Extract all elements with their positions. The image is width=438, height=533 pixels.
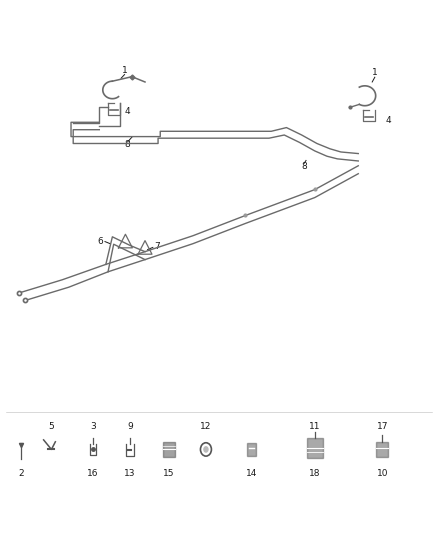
Text: 9: 9 [127, 422, 133, 431]
Circle shape [203, 446, 208, 453]
Text: 13: 13 [124, 469, 135, 478]
Text: 10: 10 [376, 469, 388, 478]
Text: 8: 8 [301, 162, 307, 171]
Text: 4: 4 [124, 107, 130, 116]
Text: 1: 1 [122, 66, 127, 75]
Text: 3: 3 [90, 422, 95, 431]
Text: 8: 8 [125, 140, 131, 149]
Text: 1: 1 [372, 68, 378, 77]
Text: 6: 6 [98, 237, 103, 246]
Polygon shape [247, 443, 256, 456]
Text: 11: 11 [309, 422, 321, 431]
Text: 7: 7 [155, 243, 160, 252]
Text: 2: 2 [18, 469, 24, 478]
Text: 16: 16 [87, 469, 99, 478]
Text: 4: 4 [385, 116, 391, 125]
Text: 18: 18 [309, 469, 321, 478]
Polygon shape [307, 438, 322, 458]
Text: 12: 12 [200, 422, 212, 431]
Text: 14: 14 [246, 469, 258, 478]
Polygon shape [376, 442, 389, 457]
Polygon shape [162, 442, 175, 457]
Text: 15: 15 [163, 469, 175, 478]
Text: 5: 5 [49, 422, 54, 431]
Text: 17: 17 [376, 422, 388, 431]
